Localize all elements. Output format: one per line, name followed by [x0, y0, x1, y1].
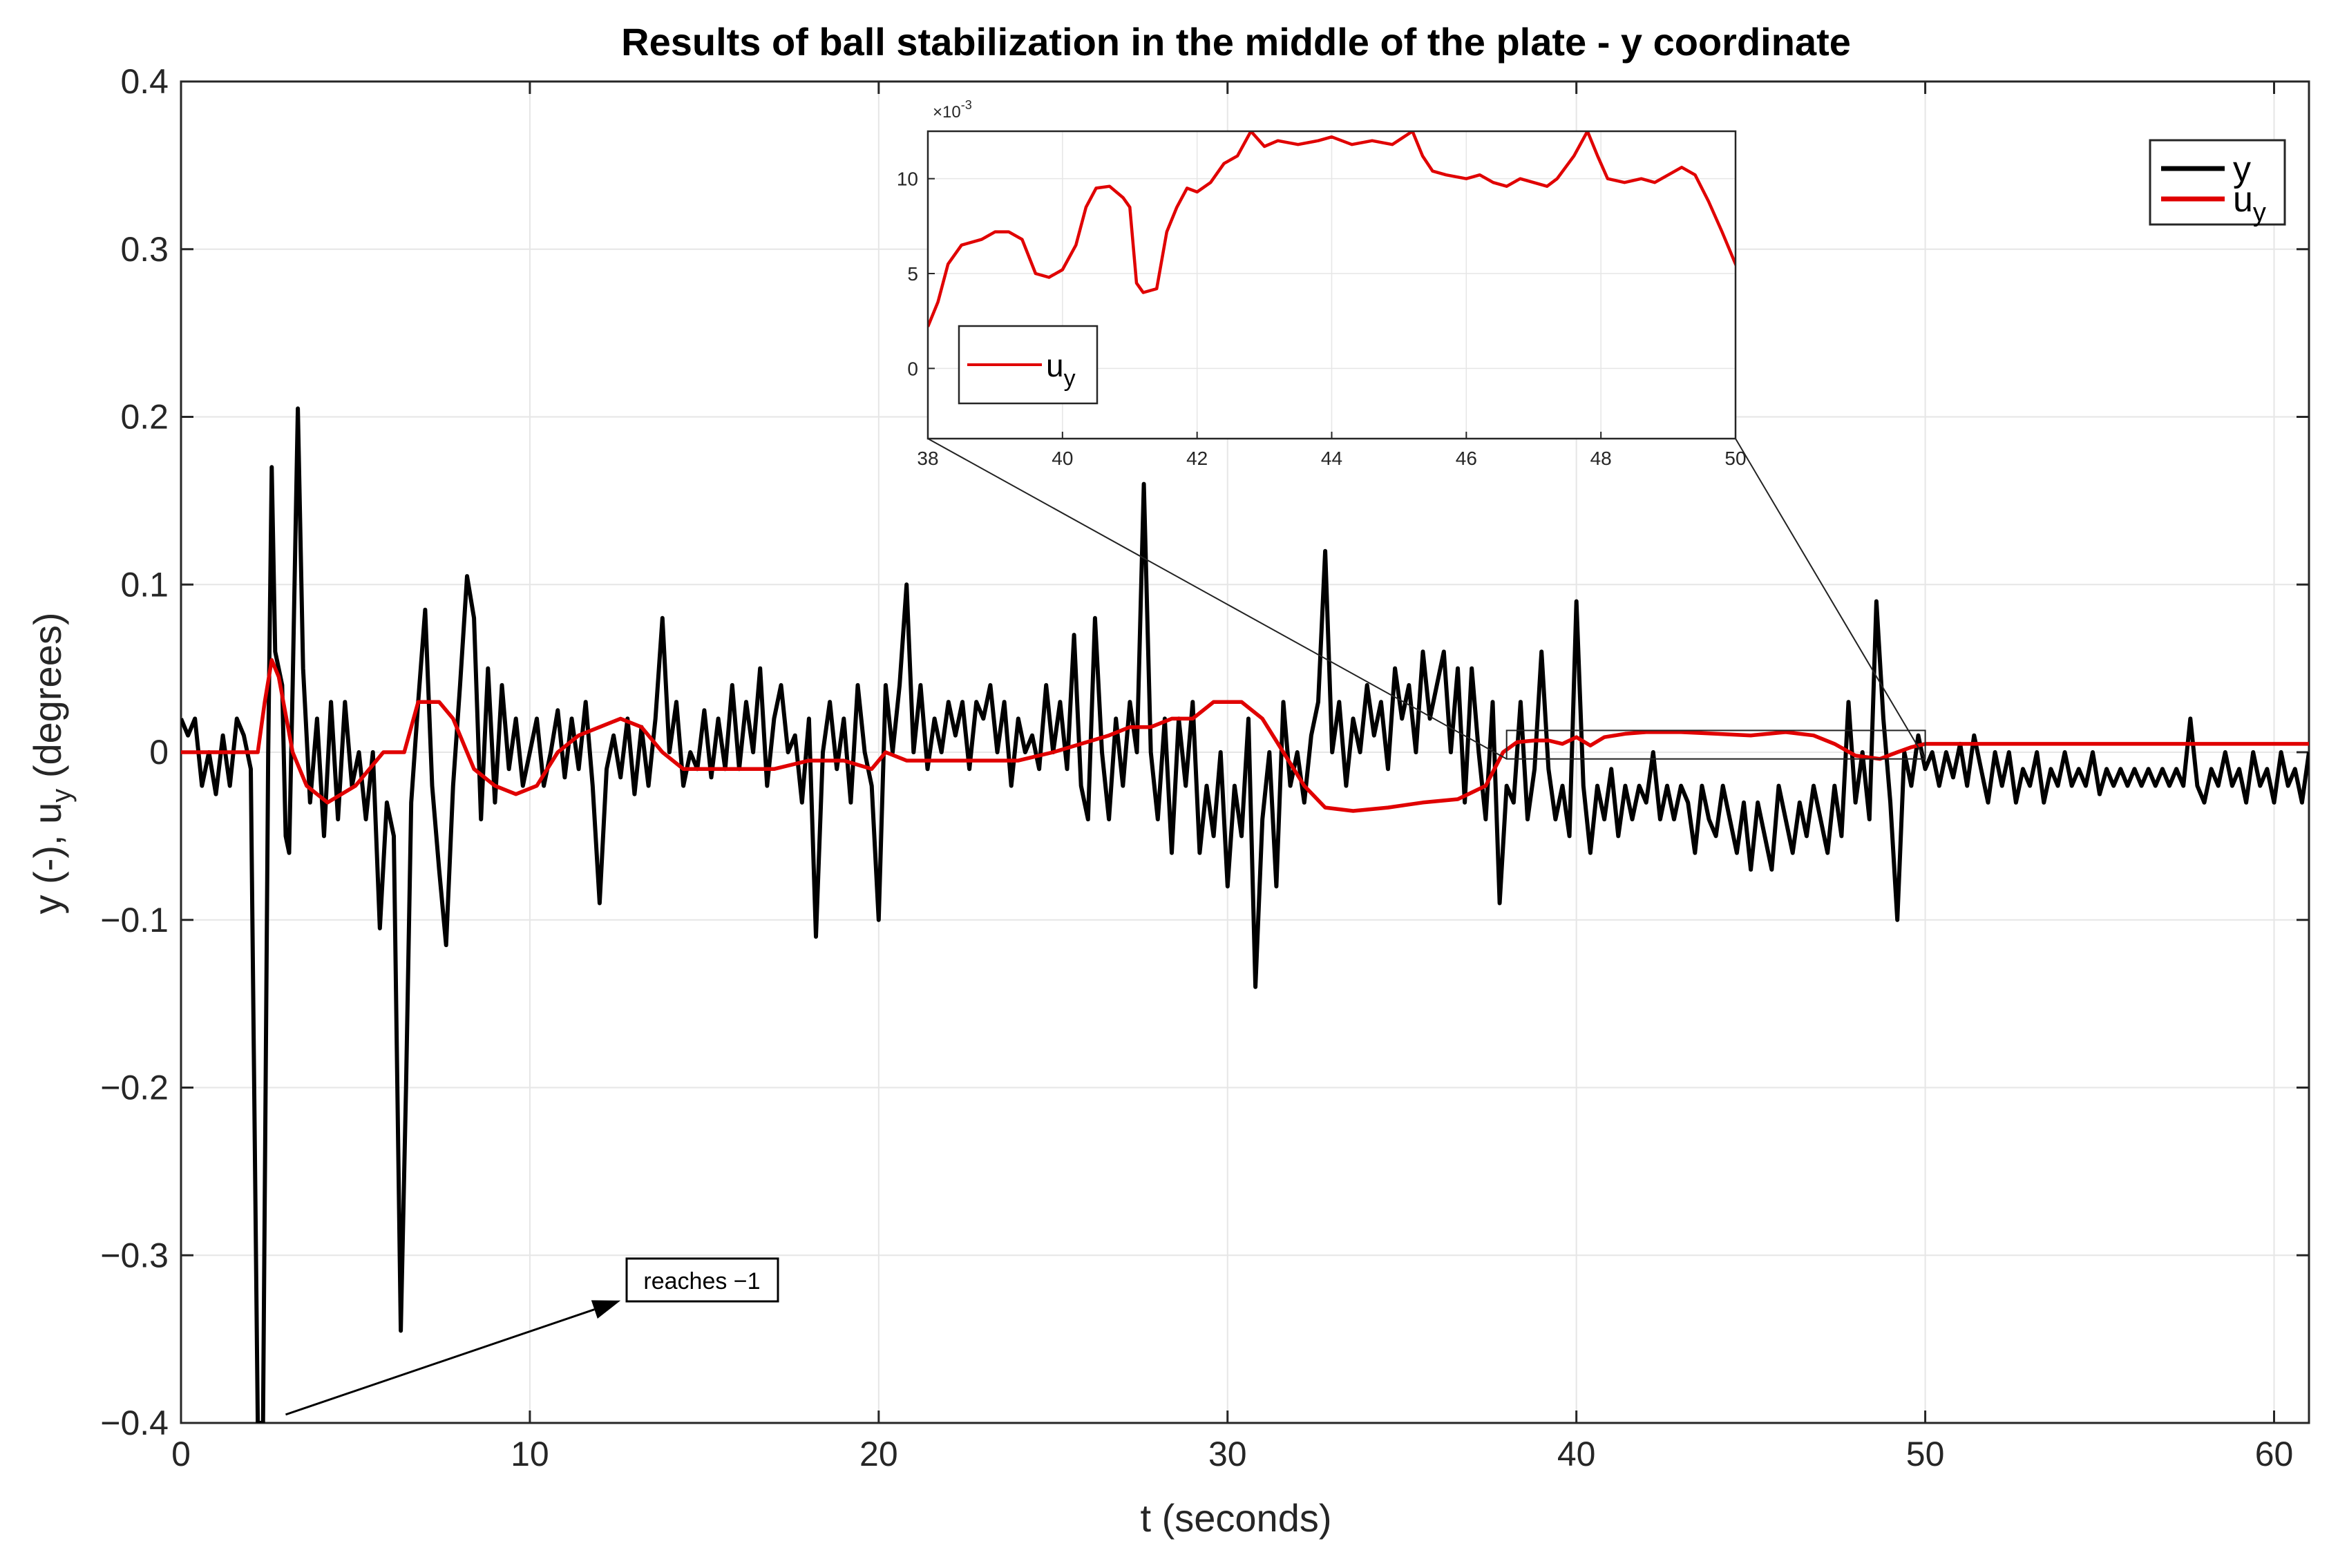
main-legend: y uy [2149, 139, 2286, 227]
legend-label-uy: uy [2233, 180, 2266, 227]
y-axis-label-main: y (-), u [26, 803, 69, 915]
inset-axes: 38 40 42 44 46 48 50 0 5 10 ×10-3 uy [897, 98, 1747, 469]
inset-y-tick-label: 5 [907, 263, 918, 285]
inset-exponent-label: ×10-3 [933, 98, 972, 122]
legend-label-uy-sub: y [2253, 198, 2266, 227]
y-axis-label: y (-), uy (degrees) [26, 613, 77, 915]
y-tick-label: −0.2 [100, 1069, 169, 1107]
inset-exponent-power: -3 [961, 98, 972, 112]
y-tick-label: 0 [149, 733, 169, 772]
inset-x-tick-label: 44 [1321, 448, 1342, 469]
x-tick-label: 30 [1208, 1435, 1247, 1473]
series-line-y [181, 406, 2309, 1423]
chart-title: Results of ball stabilization in the mid… [621, 20, 1851, 64]
x-tick-label: 50 [1906, 1435, 1945, 1473]
inset-x-tick-label: 50 [1724, 448, 1746, 469]
y-tick-label: −0.3 [100, 1236, 169, 1274]
inset-legend-label-main: u [1046, 347, 1064, 383]
zoom-connector-right [1735, 438, 1926, 760]
x-tick-label: 0 [171, 1435, 191, 1473]
y-tick-label: 0.1 [120, 565, 169, 604]
x-tick-label: 60 [2255, 1435, 2294, 1473]
annotation-text: reaches −1 [643, 1268, 760, 1294]
x-tick-label: 40 [1557, 1435, 1596, 1473]
legend-label-uy-main: u [2233, 180, 2253, 220]
inset-series-line-uy [928, 131, 1736, 327]
inset-x-tick-label: 38 [917, 448, 938, 469]
inset-ticks: 38 40 42 44 46 48 50 0 5 10 [897, 169, 1747, 469]
y-axis-label-tail: (degrees) [26, 613, 69, 789]
y-axis-label-subscript: y [46, 789, 77, 803]
main-legend-box [2149, 139, 2286, 226]
main-ticks: 0 10 20 30 40 50 60−0.4−0.3−0.2−0.100.10.20.30… [100, 62, 2309, 1473]
inset-legend-label-sub: y [1064, 365, 1076, 392]
inset-x-tick-label: 40 [1052, 448, 1073, 469]
inset-legend-label: uy [1046, 347, 1076, 392]
inset-x-tick-label: 46 [1456, 448, 1477, 469]
y-tick-label: −0.4 [100, 1404, 169, 1442]
inset-x-tick-label: 48 [1590, 448, 1612, 469]
inset-y-tick-label: 10 [897, 169, 918, 190]
inset-legend: uy [958, 325, 1099, 405]
inset-y-tick-label: 0 [907, 358, 918, 379]
zoom-connectors [927, 438, 1926, 760]
y-tick-label: 0.3 [120, 230, 169, 269]
y-tick-label: 0.2 [120, 398, 169, 437]
legend-label-y: y [2233, 149, 2251, 189]
inset-x-tick-label: 42 [1186, 448, 1208, 469]
inset-exponent-base: ×10 [933, 103, 961, 122]
x-axis-label: t (seconds) [1141, 1496, 1332, 1540]
zoom-source-box [1505, 729, 1926, 760]
x-tick-label: 10 [511, 1435, 549, 1473]
annotation-arrow-head [591, 1300, 621, 1319]
inset-series-group [928, 131, 1736, 327]
x-tick-label: 20 [859, 1435, 898, 1473]
y-tick-label: −0.1 [100, 901, 169, 939]
y-tick-label: 0.4 [120, 62, 169, 101]
zoom-connector-left [927, 438, 1508, 760]
annotation-reaches: reaches −1 [285, 1257, 779, 1416]
annotation-arrow-line [285, 1308, 595, 1416]
annotation-box [625, 1257, 779, 1303]
